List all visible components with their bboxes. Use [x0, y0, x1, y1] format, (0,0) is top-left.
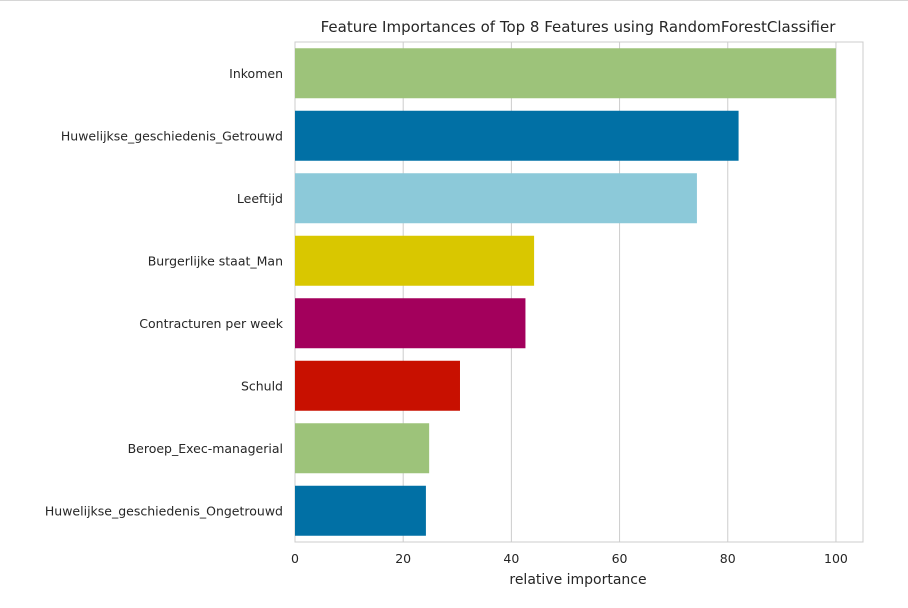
- bar: [295, 485, 426, 536]
- category-label: Huwelijkse_geschiedenis_Getrouwd: [61, 128, 283, 143]
- x-tick-label: 20: [395, 551, 411, 566]
- category-label: Burgerlijke staat_Man: [148, 253, 283, 268]
- category-label: Contracturen per week: [139, 316, 283, 331]
- x-tick-label: 100: [824, 551, 848, 566]
- chart-title: Feature Importances of Top 8 Features us…: [321, 18, 837, 36]
- x-tick-label: 80: [720, 551, 736, 566]
- category-label: Beroep_Exec-managerial: [128, 441, 283, 456]
- bar: [295, 48, 836, 99]
- category-labels: Inkomen Huwelijkse_geschiedenis_Getrouwd L…: [45, 66, 284, 519]
- x-tick-label: 40: [503, 551, 519, 566]
- x-tick-label: 0: [291, 551, 299, 566]
- x-axis-label: relative importance: [509, 572, 646, 588]
- bar: [295, 235, 535, 286]
- bars: [295, 48, 836, 536]
- bar: [295, 173, 697, 224]
- x-tick-labels: 0 20 40 60 80 100: [291, 551, 848, 566]
- category-label: Inkomen: [229, 66, 283, 81]
- x-tick-label: 60: [612, 551, 628, 566]
- category-label: Huwelijkse_geschiedenis_Ongetrouwd: [45, 503, 283, 518]
- bar: [295, 423, 430, 474]
- bar: [295, 360, 460, 411]
- top-divider: [0, 0, 908, 1]
- category-label: Schuld: [241, 378, 283, 393]
- category-label: Leeftijd: [237, 191, 283, 206]
- bar: [295, 298, 526, 349]
- bar: [295, 110, 739, 161]
